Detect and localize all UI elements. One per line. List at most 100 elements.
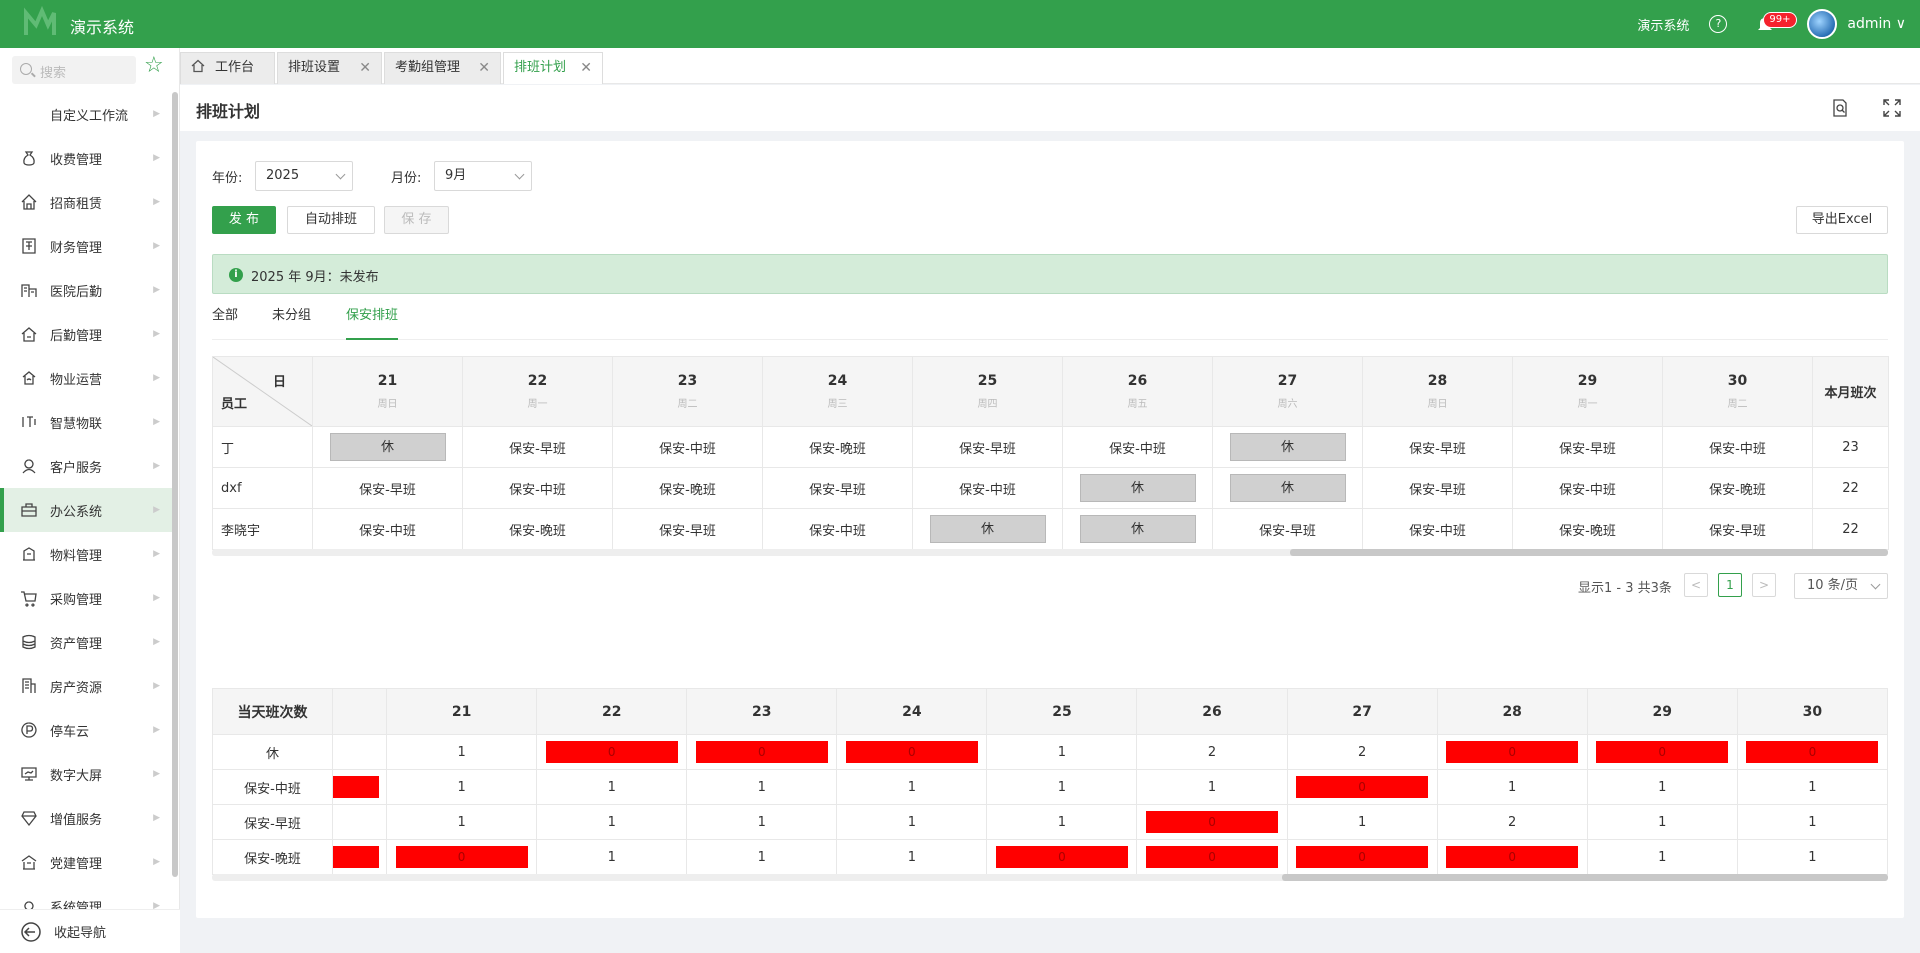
chevron-right-icon: ▶: [153, 593, 160, 603]
shift-cell[interactable]: 保安-早班: [1212, 508, 1363, 550]
tab-schedule-settings[interactable]: 排班设置 ✕: [277, 52, 382, 84]
sidebar-item[interactable]: 办公系统 ▶: [0, 488, 172, 532]
shift-cell[interactable]: 保安-早班: [1512, 426, 1663, 468]
shift-cell[interactable]: 保安-早班: [312, 467, 463, 509]
notification-bell[interactable]: 99+: [1757, 12, 1797, 34]
sidebar-item[interactable]: 医院后勤 ▶: [0, 268, 172, 312]
user-menu[interactable]: admin ∨: [1847, 16, 1906, 32]
shift-cell[interactable]: 保安-晚班: [462, 508, 613, 550]
sidebar-item[interactable]: 采购管理 ▶: [0, 576, 172, 620]
tab-attendance-groups[interactable]: 考勤组管理 ✕: [384, 52, 501, 84]
count-day-header: 27: [1286, 688, 1438, 735]
page-size-select[interactable]: 10 条/页: [1794, 573, 1888, 599]
shift-cell[interactable]: 保安-早班: [462, 426, 613, 468]
sidebar-item[interactable]: 后勤管理 ▶: [0, 312, 172, 356]
next-page-button[interactable]: >: [1752, 573, 1776, 597]
count-cell: 0: [1286, 839, 1438, 875]
page-1-button[interactable]: 1: [1718, 573, 1742, 597]
year-select[interactable]: 2025: [255, 161, 353, 191]
scrollbar-thumb[interactable]: [1282, 874, 1888, 881]
shift-cell[interactable]: 休: [1212, 426, 1363, 468]
export-excel-button[interactable]: 导出Excel: [1796, 206, 1888, 234]
tab-schedule-plan[interactable]: 排班计划 ✕: [503, 52, 603, 84]
day-number: 27: [1277, 373, 1298, 389]
sidebar-scrollbar[interactable]: [172, 92, 178, 877]
shift-cell[interactable]: 保安-中班: [1662, 426, 1813, 468]
flag-cell: [332, 839, 388, 875]
shift-cell[interactable]: 保安-中班: [612, 426, 763, 468]
shift-cell[interactable]: 保安-中班: [312, 508, 463, 550]
avatar[interactable]: [1807, 9, 1838, 39]
shift-cell[interactable]: 保安-中班: [462, 467, 613, 509]
close-icon[interactable]: ✕: [478, 60, 490, 76]
sidebar-item[interactable]: 客户服务 ▶: [0, 444, 172, 488]
subtab-security[interactable]: 保安排班: [346, 306, 399, 340]
shift-cell[interactable]: 保安-中班: [912, 467, 1063, 509]
shift-cell[interactable]: 保安-早班: [612, 508, 763, 550]
flag-cell: [332, 804, 388, 840]
shift-cell[interactable]: 保安-早班: [912, 426, 1063, 468]
auto-schedule-button[interactable]: 自动排班: [287, 206, 375, 234]
collapse-nav-button[interactable]: 收起导航: [0, 909, 180, 953]
sidebar-item[interactable]: 收费管理 ▶: [0, 136, 172, 180]
sidebar-item[interactable]: 增值服务 ▶: [0, 796, 172, 840]
shift-cell[interactable]: 保安-早班: [1362, 426, 1513, 468]
sidebar-item[interactable]: 资产管理 ▶: [0, 620, 172, 664]
shift-cell[interactable]: 保安-晚班: [762, 426, 913, 468]
count-cell: 1: [386, 804, 538, 840]
count-cell: 1: [836, 769, 988, 805]
system-link[interactable]: 演示系统: [1637, 18, 1690, 34]
zero-count-badge: 0: [395, 846, 528, 868]
shift-cell[interactable]: 保安-晚班: [1512, 508, 1663, 550]
tab-workbench[interactable]: 工作台: [180, 52, 275, 84]
sidebar-item[interactable]: 物业运营 ▶: [0, 356, 172, 400]
publish-button[interactable]: 发 布: [212, 206, 276, 234]
close-icon[interactable]: ✕: [580, 60, 592, 76]
count-cell: 0: [386, 839, 538, 875]
subtab-all[interactable]: 全部: [212, 308, 239, 323]
shift-cell[interactable]: 休: [1212, 467, 1363, 509]
count-scrollbar[interactable]: [212, 874, 1888, 881]
shift-cell[interactable]: 保安-早班: [1662, 508, 1813, 550]
sidebar-item[interactable]: 党建管理 ▶: [0, 840, 172, 884]
sidebar-item[interactable]: 自定义工作流 ▶: [0, 92, 172, 136]
sidebar-item[interactable]: 房产资源 ▶: [0, 664, 172, 708]
shift-cell[interactable]: 保安-中班: [1512, 467, 1663, 509]
day-number: 24: [827, 373, 848, 389]
sidebar-item[interactable]: 数字大屏 ▶: [0, 752, 172, 796]
status-text: 2025 年 9月：未发布: [251, 270, 379, 285]
sidebar-item[interactable]: 停车云 ▶: [0, 708, 172, 752]
shift-cell[interactable]: 保安-中班: [1362, 508, 1513, 550]
search-input[interactable]: 搜索: [12, 56, 136, 84]
prev-page-button[interactable]: <: [1684, 573, 1708, 597]
count-cell: 1: [686, 839, 838, 875]
corner-header: 日员工: [212, 356, 313, 427]
shift-cell[interactable]: 休: [1062, 467, 1213, 509]
shift-cell[interactable]: 休: [1062, 508, 1213, 550]
sidebar-item[interactable]: 物料管理 ▶: [0, 532, 172, 576]
collapse-arrow-icon: [21, 921, 41, 942]
schedule-scrollbar[interactable]: [212, 549, 1888, 556]
shift-cell[interactable]: 休: [312, 426, 463, 468]
shift-cell[interactable]: 保安-早班: [1362, 467, 1513, 509]
shift-cell[interactable]: 保安-晚班: [612, 467, 763, 509]
shift-cell[interactable]: 保安-中班: [762, 508, 913, 550]
help-icon[interactable]: ?: [1709, 15, 1728, 33]
fullscreen-icon[interactable]: [1882, 98, 1902, 118]
shift-cell[interactable]: 保安-晚班: [1662, 467, 1813, 509]
document-search-icon[interactable]: [1830, 98, 1850, 118]
save-button[interactable]: 保 存: [384, 206, 449, 234]
subtab-ungrouped[interactable]: 未分组: [272, 308, 312, 323]
shift-cell[interactable]: 保安-早班: [762, 467, 913, 509]
sidebar-item[interactable]: 智慧物联 ▶: [0, 400, 172, 444]
close-icon[interactable]: ✕: [359, 60, 371, 76]
count-cell: 2: [1436, 804, 1588, 840]
month-select[interactable]: 9月: [434, 161, 532, 191]
day-header: 24 周三: [762, 356, 913, 427]
sidebar-item[interactable]: 财务管理 ▶: [0, 224, 172, 268]
shift-cell[interactable]: 休: [912, 508, 1063, 550]
shift-cell[interactable]: 保安-中班: [1062, 426, 1213, 468]
favorite-star-icon[interactable]: ☆: [144, 53, 164, 78]
scrollbar-thumb[interactable]: [1290, 549, 1888, 556]
sidebar-item[interactable]: 招商租赁 ▶: [0, 180, 172, 224]
